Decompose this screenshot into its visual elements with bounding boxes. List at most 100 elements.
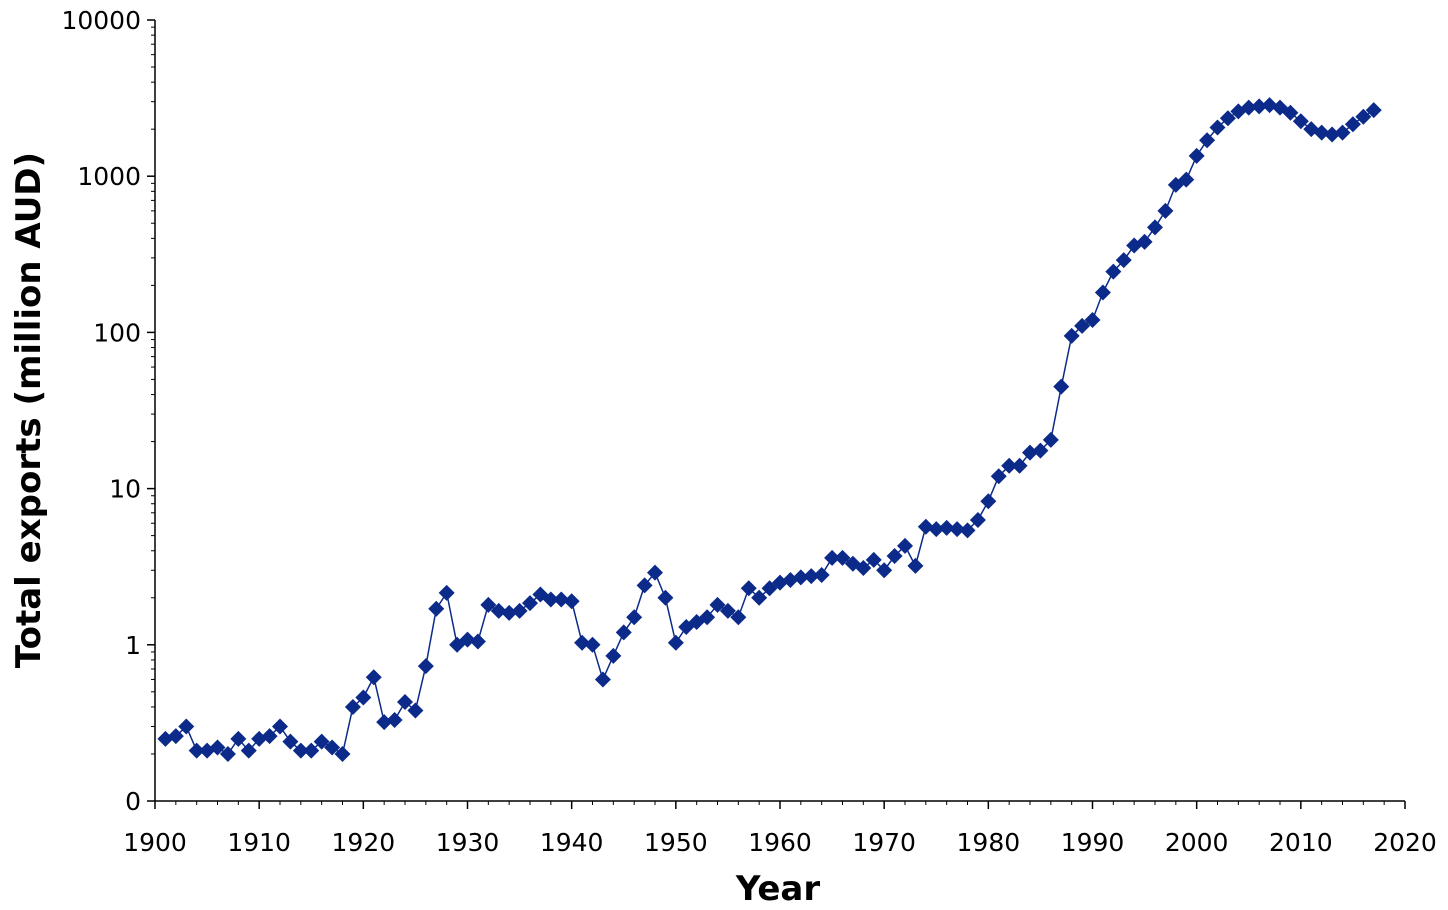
- data-point: [563, 593, 580, 610]
- data-point: [261, 728, 278, 745]
- x-tick-label: 1910: [227, 828, 291, 857]
- data-point: [1199, 132, 1216, 149]
- data-point: [1209, 119, 1226, 136]
- y-ticks: [147, 19, 155, 802]
- data-point: [1053, 378, 1070, 395]
- x-tick-label: 1960: [748, 828, 812, 857]
- data-point: [397, 694, 413, 711]
- y-axis-title: Total exports (million AUD): [9, 152, 49, 668]
- series-layer: [157, 97, 1382, 762]
- data-point: [459, 631, 476, 648]
- data-point: [813, 566, 830, 583]
- x-tick-label: 1930: [436, 828, 500, 857]
- data-point: [324, 739, 341, 756]
- data-point: [292, 742, 309, 759]
- data-point: [761, 580, 778, 597]
- data-point: [355, 689, 372, 706]
- data-point: [282, 733, 299, 750]
- x-tick-label: 1970: [852, 828, 916, 857]
- data-point: [344, 698, 361, 715]
- data-point: [647, 564, 663, 581]
- y-tick-label: 100: [93, 318, 141, 347]
- data-point: [907, 557, 924, 574]
- data-point: [740, 580, 757, 597]
- data-point: [959, 522, 976, 539]
- data-point: [1334, 124, 1351, 141]
- data-point: [167, 728, 184, 745]
- data-point: [1042, 431, 1059, 448]
- data-point: [709, 596, 726, 613]
- data-point: [928, 521, 945, 538]
- data-point: [386, 712, 403, 729]
- data-point: [230, 730, 247, 747]
- data-point: [1074, 317, 1091, 334]
- data-point: [1313, 124, 1330, 141]
- data-point: [1084, 312, 1101, 329]
- data-point: [1219, 110, 1236, 127]
- data-point: [886, 548, 903, 565]
- data-point: [1136, 233, 1153, 250]
- x-tick-label: 1920: [332, 828, 396, 857]
- series-line: [165, 104, 1375, 756]
- data-point: [626, 609, 643, 626]
- data-point: [876, 562, 893, 579]
- x-tick-label: 1950: [644, 828, 708, 857]
- data-point: [667, 634, 684, 651]
- data-point: [584, 636, 601, 653]
- y-tick-labels: 0 1 10 100 1000 10000: [61, 6, 141, 816]
- data-point: [1292, 113, 1309, 130]
- data-point: [1022, 444, 1038, 461]
- data-point: [699, 609, 716, 626]
- x-tick-label: 2010: [1269, 828, 1333, 857]
- data-point: [511, 602, 528, 619]
- data-point: [553, 591, 570, 608]
- data-point: [1324, 126, 1341, 143]
- x-tick-labels: 1900 1910 1920 1930 1940 1950 1960 1970 1980 1990…: [123, 828, 1437, 857]
- data-point: [303, 742, 320, 759]
- data-point: [1240, 99, 1257, 116]
- x-tick-label: 1990: [1061, 828, 1125, 857]
- x-tick-label: 1940: [540, 828, 604, 857]
- data-point: [990, 468, 1007, 485]
- y-tick-label: 1: [125, 631, 141, 660]
- data-point: [949, 521, 966, 538]
- data-point: [1178, 171, 1195, 188]
- data-point: [615, 624, 632, 641]
- data-point: [1355, 108, 1372, 125]
- x-ticks: [154, 801, 1406, 809]
- data-point: [605, 647, 622, 664]
- data-point: [719, 602, 736, 619]
- data-point: [417, 658, 434, 675]
- data-point: [657, 589, 674, 606]
- data-point: [834, 549, 851, 566]
- data-point: [219, 745, 236, 762]
- data-point: [751, 589, 768, 606]
- data-point: [313, 733, 330, 750]
- y-tick-label: 10: [109, 475, 141, 504]
- y-tick-label: 10000: [61, 6, 141, 35]
- data-point: [1251, 98, 1268, 115]
- data-point: [1147, 219, 1163, 236]
- data-point: [272, 718, 288, 735]
- data-point: [1105, 263, 1122, 280]
- data-point: [365, 669, 382, 686]
- data-point: [969, 511, 986, 528]
- data-point: [542, 591, 559, 608]
- data-point: [1365, 102, 1382, 119]
- data-point: [1344, 116, 1361, 133]
- data-point: [334, 745, 351, 762]
- data-point: [1001, 457, 1018, 474]
- x-tick-label: 1980: [957, 828, 1021, 857]
- x-tick-label: 2020: [1373, 828, 1437, 857]
- data-point: [522, 595, 538, 612]
- data-point: [407, 702, 424, 719]
- data-point: [636, 577, 653, 594]
- data-point: [1282, 104, 1299, 121]
- data-point: [188, 742, 205, 759]
- data-point: [855, 560, 872, 577]
- data-point: [574, 634, 591, 651]
- data-point: [980, 493, 997, 510]
- data-point: [594, 671, 611, 688]
- data-point: [1011, 457, 1028, 474]
- data-point: [730, 609, 747, 626]
